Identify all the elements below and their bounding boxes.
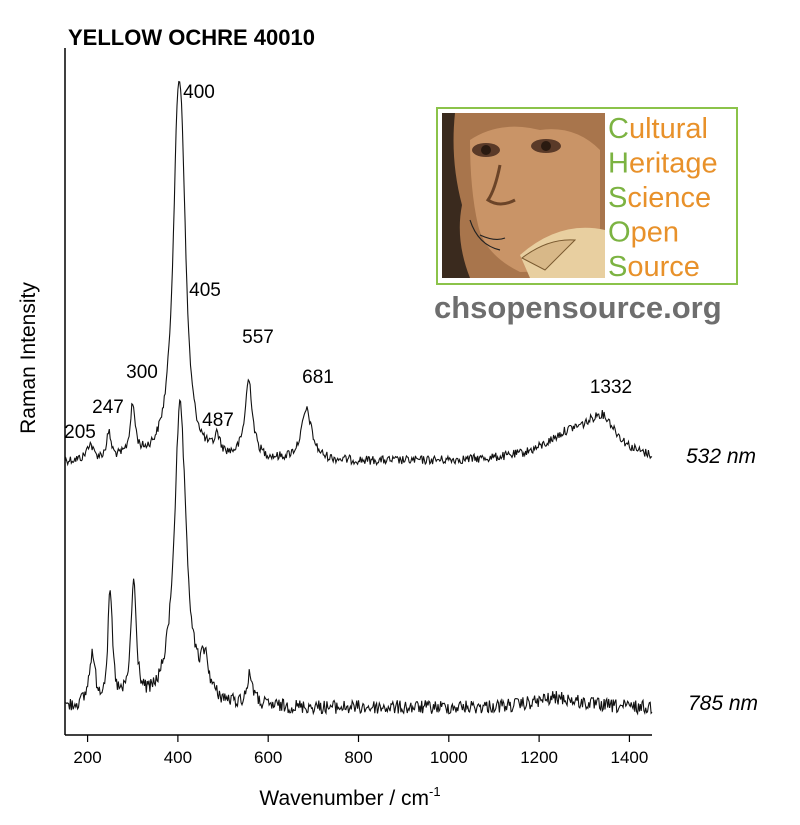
chart-title: YELLOW OCHRE 40010 <box>68 25 315 50</box>
x-tick-label: 800 <box>344 748 372 767</box>
peak-label-247: 247 <box>92 397 124 418</box>
peak-label-487: 487 <box>202 410 234 431</box>
series-532nm-line <box>64 80 653 467</box>
x-tick-label: 1400 <box>611 748 649 767</box>
peak-label-1332: 1332 <box>590 377 632 398</box>
x-axis-label: Wavenumber / cm <box>259 787 429 810</box>
x-tick-label: 600 <box>254 748 282 767</box>
series-label-532nm: 532 nm <box>686 445 756 468</box>
x-ticks: 200 400 600 800 1000 1200 1400 <box>73 735 648 767</box>
series-label-785nm: 785 nm <box>688 692 758 715</box>
peak-label-300: 300 <box>126 362 158 383</box>
x-axis-label-group: Wavenumber / cm-1 <box>259 784 440 810</box>
x-tick-label: 200 <box>73 748 101 767</box>
peak-label-681: 681 <box>302 367 334 388</box>
logo-word-source: Source <box>608 251 700 283</box>
peak-label-205: 205 <box>64 422 96 443</box>
series-785nm-line <box>64 398 653 716</box>
logo-word-open: Open <box>608 217 679 249</box>
x-tick-label: 1000 <box>430 748 468 767</box>
x-tick-label: 400 <box>164 748 192 767</box>
x-axis-label-superscript: -1 <box>429 784 441 799</box>
x-tick-label: 1200 <box>520 748 558 767</box>
logo-word-science: Science <box>608 182 711 214</box>
portrait-image <box>442 113 605 278</box>
logo-url: chsopensource.org <box>434 290 722 325</box>
peak-label-405: 405 <box>189 280 221 301</box>
logo-word-heritage: Heritage <box>608 148 718 180</box>
peak-label-557: 557 <box>242 327 274 348</box>
y-axis-label: Raman Intensity <box>17 282 40 434</box>
logo-word-cultural: Cultural <box>608 113 708 145</box>
peak-label-400: 400 <box>183 82 215 103</box>
